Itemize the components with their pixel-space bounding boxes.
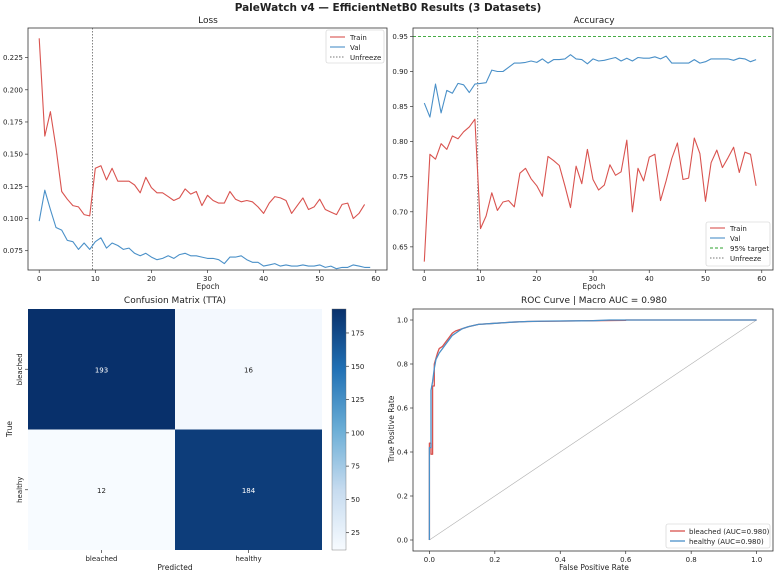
roc-ytick-label: 0.6 bbox=[397, 405, 409, 413]
loss-xtick-label: 40 bbox=[259, 275, 268, 283]
colorbar-tick-label: 50 bbox=[351, 496, 360, 504]
accuracy-xtick-label: 0 bbox=[422, 275, 426, 283]
confusion-xlabel: Predicted bbox=[157, 563, 192, 572]
roc-ytick-label: 0.4 bbox=[397, 449, 409, 457]
accuracy-ytick-label: 0.65 bbox=[392, 243, 408, 251]
confusion-xtick-label: healthy bbox=[235, 555, 261, 563]
roc-ytick-label: 0.0 bbox=[397, 537, 408, 545]
loss-train-line bbox=[38, 38, 366, 220]
colorbar-tick-label: 100 bbox=[351, 429, 364, 437]
accuracy-xtick-label: 50 bbox=[701, 275, 710, 283]
accuracy-xtick-label: 30 bbox=[589, 275, 598, 283]
roc-legend-bleached: bleached (AUC=0.980) bbox=[689, 528, 770, 536]
roc-healthy-line bbox=[428, 319, 757, 540]
accuracy-xtick-label: 10 bbox=[476, 275, 485, 283]
loss-xtick-label: 20 bbox=[147, 275, 156, 283]
roc-xtick-label: 0.2 bbox=[489, 556, 500, 564]
loss-ytick-label: 0.150 bbox=[3, 151, 23, 159]
accuracy-xtick-label: 40 bbox=[645, 275, 654, 283]
accuracy-ytick-label: 0.90 bbox=[392, 68, 408, 76]
loss-xlabel: Epoch bbox=[197, 282, 220, 291]
colorbar-gradient bbox=[331, 308, 347, 551]
loss-xtick-label: 30 bbox=[203, 275, 212, 283]
roc-panel: ROC Curve | Macro AUC = 0.980 0.0 0.2 0.4 0… bbox=[387, 296, 774, 572]
loss-ytick-label: 0.125 bbox=[3, 183, 23, 191]
roc-ytick-label: 0.8 bbox=[397, 361, 408, 369]
accuracy-ytick-label: 0.70 bbox=[392, 208, 408, 216]
confusion-panel: Confusion Matrix (TTA) 193 16 12 184 bleache… bbox=[5, 296, 364, 572]
loss-legend-val: Val bbox=[350, 44, 361, 52]
accuracy-legend-target: 95% target bbox=[730, 245, 769, 253]
roc-xtick-label: 0.8 bbox=[686, 556, 697, 564]
accuracy-ytick-label: 0.95 bbox=[392, 33, 408, 41]
figure-title: PaleWatch v4 — EfficientNetB0 Results (3… bbox=[235, 2, 542, 14]
accuracy-title: Accuracy bbox=[573, 16, 615, 26]
roc-ytick-label: 0.2 bbox=[397, 493, 408, 501]
loss-legend-unfreeze: Unfreeze bbox=[350, 54, 381, 62]
colorbar-tick-label: 125 bbox=[351, 396, 364, 404]
roc-legend: bleached (AUC=0.980) healthy (AUC=0.980) bbox=[665, 523, 771, 549]
accuracy-train-line bbox=[423, 118, 757, 262]
confusion-cell-value: 16 bbox=[244, 366, 253, 374]
loss-ytick-label: 0.100 bbox=[3, 215, 23, 223]
roc-xtick-label: 1.0 bbox=[751, 556, 762, 564]
confusion-ytick-label: healthy bbox=[16, 477, 24, 503]
accuracy-xtick-label: 20 bbox=[532, 275, 541, 283]
roc-ytick-label: 1.0 bbox=[397, 317, 408, 325]
accuracy-ytick-label: 0.80 bbox=[392, 138, 408, 146]
accuracy-ytick-label: 0.75 bbox=[392, 173, 408, 181]
roc-ylabel: True Positive Rate bbox=[387, 395, 396, 463]
colorbar: 25 50 75 100 125 150 175 bbox=[331, 308, 364, 551]
confusion-cell bbox=[175, 309, 322, 430]
colorbar-tick-label: 175 bbox=[351, 329, 364, 337]
accuracy-xtick-label: 60 bbox=[757, 275, 766, 283]
colorbar-tick-label: 150 bbox=[351, 363, 364, 371]
accuracy-legend-unfreeze: Unfreeze bbox=[730, 255, 761, 263]
loss-val-line bbox=[38, 189, 371, 270]
roc-xtick-label: 0.6 bbox=[620, 556, 632, 564]
confusion-cell bbox=[28, 429, 175, 550]
loss-legend-train: Train bbox=[349, 34, 367, 42]
confusion-cell-value: 193 bbox=[95, 366, 108, 374]
loss-title: Loss bbox=[198, 16, 218, 26]
roc-title: ROC Curve | Macro AUC = 0.980 bbox=[521, 296, 667, 306]
loss-axes-frame bbox=[27, 27, 388, 271]
accuracy-ytick-label: 0.85 bbox=[392, 103, 408, 111]
loss-xtick-label: 60 bbox=[371, 275, 380, 283]
roc-axes-frame bbox=[412, 308, 774, 552]
loss-legend: Train Val Unfreeze bbox=[325, 29, 385, 64]
confusion-cell-value: 184 bbox=[242, 487, 256, 495]
loss-ytick-label: 0.175 bbox=[3, 118, 23, 126]
roc-chance-line bbox=[429, 319, 757, 541]
colorbar-tick-label: 25 bbox=[351, 529, 360, 537]
loss-xtick-label: 50 bbox=[315, 275, 324, 283]
accuracy-legend-train: Train bbox=[729, 225, 747, 233]
roc-xtick-label: 0.4 bbox=[555, 556, 567, 564]
confusion-ylabel: True bbox=[5, 421, 14, 438]
loss-xtick-label: 10 bbox=[91, 275, 100, 283]
roc-legend-healthy: healthy (AUC=0.980) bbox=[689, 538, 764, 546]
accuracy-panel: Accuracy 0 10 20 30 40 50 60 0.65 0.70 0.75 0.80 0.… bbox=[392, 16, 774, 291]
colorbar-tick-label: 75 bbox=[351, 463, 360, 471]
loss-xtick-label: 0 bbox=[37, 275, 41, 283]
accuracy-val-line bbox=[423, 54, 757, 118]
loss-ytick-label: 0.200 bbox=[3, 86, 23, 94]
confusion-ytick-label: bleached bbox=[16, 353, 24, 385]
confusion-cell bbox=[28, 309, 175, 430]
confusion-cell bbox=[175, 429, 322, 550]
confusion-title: Confusion Matrix (TTA) bbox=[124, 296, 226, 306]
confusion-cell-value: 12 bbox=[97, 487, 106, 495]
loss-ytick-label: 0.225 bbox=[3, 54, 23, 62]
loss-panel: Loss 0 10 20 30 40 50 60 0.075 0.100 0.125 0.150 0.… bbox=[3, 16, 388, 291]
roc-xtick-label: 0.0 bbox=[424, 556, 435, 564]
roc-xlabel: False Positive Rate bbox=[559, 563, 629, 572]
accuracy-legend: Train Val 95% target Unfreeze bbox=[705, 221, 771, 267]
accuracy-legend-val: Val bbox=[730, 235, 741, 243]
loss-ytick-label: 0.075 bbox=[3, 247, 23, 255]
confusion-xtick-label: bleached bbox=[85, 555, 117, 563]
accuracy-xlabel: Epoch bbox=[583, 282, 606, 291]
